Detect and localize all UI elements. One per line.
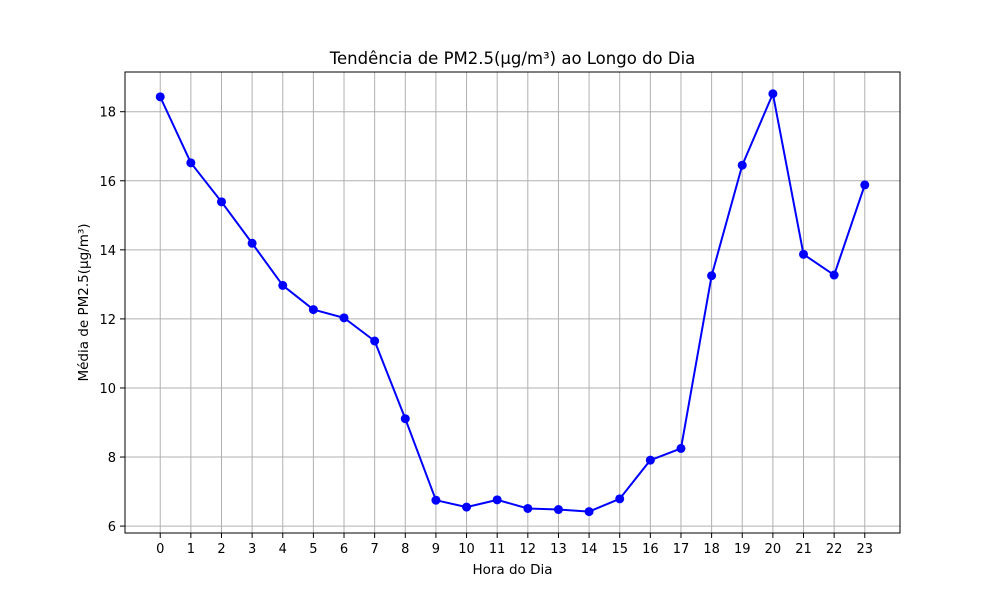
- x-tick-label: 22: [826, 542, 843, 557]
- x-tick-label: 11: [489, 542, 506, 557]
- y-tick-label: 12: [99, 313, 116, 328]
- data-point: [584, 507, 594, 517]
- x-tick-label: 16: [642, 542, 659, 557]
- data-point: [768, 89, 778, 99]
- y-tick-label: 10: [99, 382, 116, 397]
- y-axis-label: Média de PM2.5(µg/m³): [76, 223, 92, 381]
- grid: [125, 72, 900, 533]
- y-tick-label: 6: [108, 520, 116, 535]
- x-tick-label: 0: [156, 542, 164, 557]
- data-point: [615, 494, 625, 504]
- data-point: [799, 249, 809, 259]
- x-tick-label: 23: [856, 542, 873, 557]
- x-axis-ticks: 0 1 2 3 4 5 6 7 8 9 10 11 12 13 14 15 16 17 18 19 20 21 22 23: [156, 533, 873, 557]
- data-point: [155, 92, 165, 102]
- data-point: [707, 271, 717, 281]
- data-point: [370, 336, 380, 346]
- axes: [124, 71, 901, 534]
- data-point: [400, 414, 410, 424]
- x-tick-label: 18: [703, 542, 720, 557]
- data-point: [247, 238, 257, 248]
- x-tick-label: 7: [371, 542, 379, 557]
- data-point: [737, 160, 747, 170]
- data-point: [186, 158, 196, 168]
- x-tick-label: 5: [309, 542, 317, 557]
- x-tick-label: 4: [279, 542, 287, 557]
- data-point: [645, 455, 655, 465]
- x-tick-label: 19: [734, 542, 751, 557]
- data-point: [278, 280, 288, 290]
- data-point: [523, 503, 533, 513]
- data-point: [553, 505, 563, 515]
- x-tick-label: 1: [187, 542, 195, 557]
- series-line: [159, 92, 866, 513]
- series: [155, 89, 870, 517]
- y-axis-ticks: 6 8 10 12 14 16 18: [99, 106, 125, 535]
- x-tick-label: 14: [581, 542, 598, 557]
- y-tick-label: 14: [99, 244, 116, 259]
- x-tick-label: 9: [432, 542, 440, 557]
- data-point: [860, 180, 870, 190]
- data-point: [676, 443, 686, 453]
- data-point: [339, 313, 349, 323]
- x-tick-label: 8: [401, 542, 409, 557]
- y-tick-label: 18: [99, 106, 116, 121]
- x-axis-label: Hora do Dia: [472, 562, 552, 578]
- x-tick-label: 6: [340, 542, 348, 557]
- data-point: [829, 270, 839, 280]
- x-tick-label: 2: [217, 542, 225, 557]
- x-tick-label: 13: [550, 542, 567, 557]
- x-tick-label: 21: [795, 542, 812, 557]
- data-point: [431, 495, 441, 505]
- x-tick-label: 15: [611, 542, 628, 557]
- y-tick-label: 8: [108, 451, 116, 466]
- data-point: [492, 495, 502, 505]
- x-tick-label: 3: [248, 542, 256, 557]
- y-tick-label: 16: [99, 175, 116, 190]
- data-point: [216, 197, 226, 207]
- chart-title: Tendência de PM2.5(µg/m³) ao Longo do Di…: [329, 49, 696, 68]
- x-tick-label: 10: [458, 542, 475, 557]
- data-point: [308, 305, 318, 315]
- data-point: [462, 502, 472, 512]
- x-tick-label: 20: [765, 542, 782, 557]
- plot-frame: [124, 71, 901, 534]
- x-tick-label: 17: [673, 542, 690, 557]
- x-tick-label: 12: [520, 542, 537, 557]
